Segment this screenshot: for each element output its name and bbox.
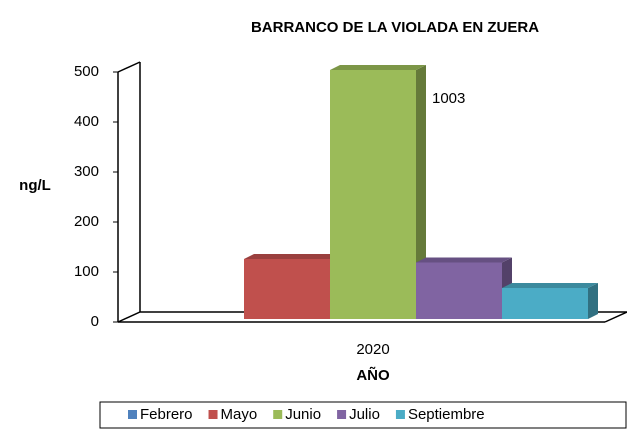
legend-label: Septiembre	[408, 406, 485, 423]
bar-top	[330, 65, 426, 70]
y-tick-label: 400	[74, 113, 99, 130]
y-tick-label: 0	[91, 313, 99, 330]
legend-label: Julio	[349, 406, 380, 423]
legend-label: Mayo	[221, 406, 258, 423]
bar	[330, 70, 416, 319]
legend-marker	[337, 410, 347, 419]
bar-top	[416, 257, 512, 263]
x-tick-label: 2020	[356, 341, 389, 358]
y-tick-label: 200	[74, 213, 99, 230]
legend-label: Febrero	[140, 406, 193, 423]
y-tick-label: 500	[74, 63, 99, 80]
legend-marker	[273, 410, 283, 419]
x-axis-label: AÑO	[356, 366, 390, 384]
legend-marker	[128, 410, 137, 419]
wall-top	[117, 61, 141, 73]
bar	[416, 262, 502, 319]
bar-top	[244, 254, 340, 259]
floor-edge	[604, 311, 627, 323]
legend-box	[99, 401, 627, 429]
bar	[502, 288, 588, 319]
bar-top	[502, 283, 598, 288]
legend-marker	[395, 410, 405, 419]
data-label: 1003	[432, 90, 465, 107]
y-tick-label: 300	[74, 163, 99, 180]
bar-side	[416, 65, 426, 319]
legend-label: Junio	[285, 406, 321, 423]
y-axis-label: ng/L	[19, 177, 51, 194]
bar	[244, 259, 330, 319]
bar-side	[588, 283, 598, 319]
legend-marker	[208, 410, 218, 419]
chart-title: BARRANCO DE LA VIOLADA EN ZUERA	[251, 19, 539, 36]
y-tick-label: 100	[74, 263, 99, 280]
